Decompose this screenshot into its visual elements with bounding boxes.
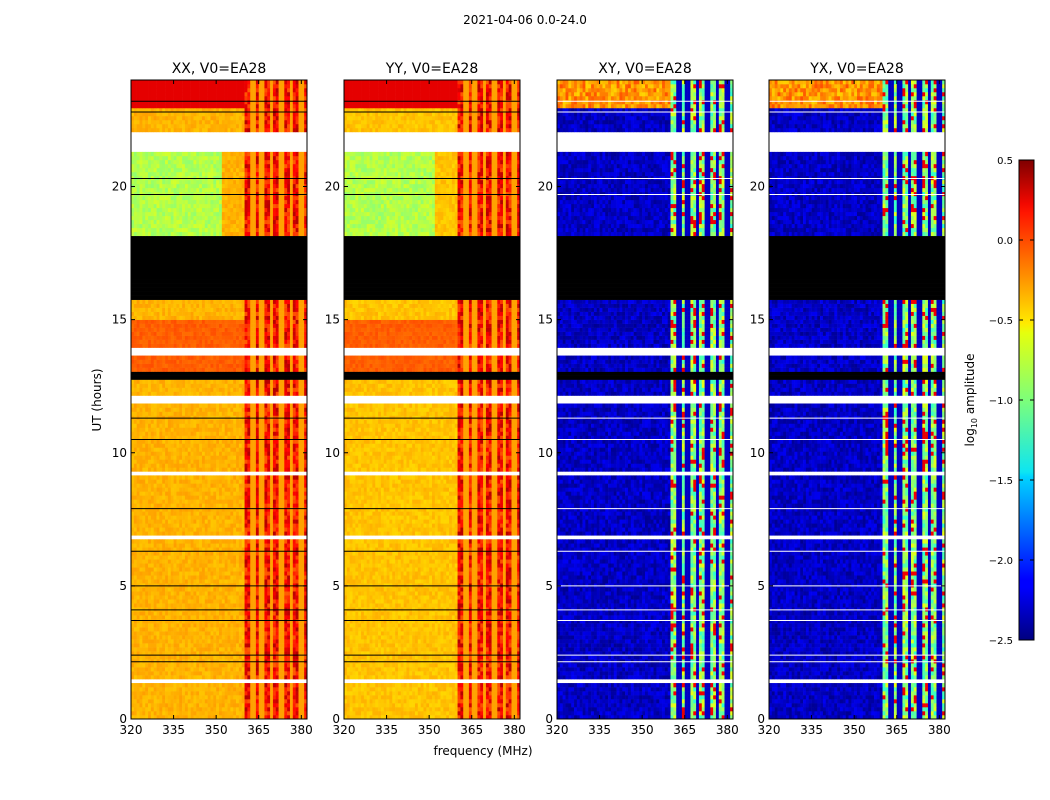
panel-4-frame [768, 79, 946, 720]
x-tick-label: 350 [205, 723, 228, 737]
x-tick-label: 350 [418, 723, 441, 737]
x-tick-label: 335 [588, 723, 611, 737]
y-tick-label: 0 [119, 712, 127, 726]
panel-1-cells [131, 80, 308, 720]
panel-3-title: XY, V0=EA28 [598, 61, 692, 77]
y-tick-label: 20 [538, 180, 553, 194]
panel-1-title: XX, V0=EA28 [172, 61, 267, 77]
panel-1: XX, V0=EA28 320 335 350 365 380 0 5 10 15 20 [112, 61, 313, 737]
y-tick-label: 20 [325, 180, 340, 194]
y-tick-label: 15 [750, 313, 765, 327]
x-tick-label: 335 [375, 723, 398, 737]
panel-3-cells [557, 80, 734, 720]
colorbar-tick-label: −0.5 [989, 316, 1013, 327]
y-tick-label: 5 [332, 579, 340, 593]
x-tick-label: 365 [885, 723, 908, 737]
y-tick-label: 10 [112, 446, 127, 460]
panel-4-title: YX, V0=EA28 [809, 61, 904, 77]
y-tick-label: 20 [112, 180, 127, 194]
y-tick-label: 10 [325, 446, 340, 460]
x-tick-label: 320 [758, 723, 781, 737]
colorbar-tick-label: −1.0 [989, 396, 1013, 407]
panel-1-frame [130, 79, 308, 720]
x-tick-label: 350 [843, 723, 866, 737]
panel-2-cells [344, 80, 521, 720]
x-tick-label: 365 [460, 723, 483, 737]
y-tick-label: 0 [332, 712, 340, 726]
panel-4: YX, V0=EA28 320 335 350 365 380 0 5 10 15 20 [750, 61, 951, 737]
x-tick-label: 365 [247, 723, 270, 737]
colorbar-tick-label: −2.0 [989, 556, 1013, 567]
figure-suptitle: 2021-04-06 0.0-24.0 [0, 13, 1050, 27]
y-tick-label: 5 [119, 579, 127, 593]
y-tick-label: 20 [750, 180, 765, 194]
y-tick-label: 0 [757, 712, 765, 726]
panel-3-frame [556, 79, 734, 720]
colorbar-tick-label: −1.5 [989, 476, 1013, 487]
panel-2-title: YY, V0=EA28 [385, 61, 478, 77]
y-tick-label: 10 [538, 446, 553, 460]
y-tick-label: 5 [545, 579, 553, 593]
x-tick-label: 380 [503, 723, 526, 737]
x-axis-label: frequency (MHz) [433, 744, 532, 758]
y-tick-label: 5 [757, 579, 765, 593]
x-tick-label: 380 [290, 723, 313, 737]
y-tick-label: 0 [545, 712, 553, 726]
y-axis-label: UT (hours) [90, 368, 104, 431]
panel-4-cells [769, 80, 946, 720]
y-tick-label: 15 [538, 313, 553, 327]
y-tick-label: 10 [750, 446, 765, 460]
x-tick-label: 320 [333, 723, 356, 737]
x-tick-label: 380 [716, 723, 739, 737]
x-tick-label: 335 [800, 723, 823, 737]
panel-2: YY, V0=EA28 320 335 350 365 380 0 5 10 15 20 [325, 61, 526, 737]
x-tick-label: 380 [928, 723, 951, 737]
x-tick-label: 335 [162, 723, 185, 737]
panel-2-frame [343, 79, 521, 720]
x-tick-label: 320 [546, 723, 569, 737]
x-tick-label: 320 [120, 723, 143, 737]
y-tick-label: 15 [112, 313, 127, 327]
colorbar-tick-label: −2.5 [989, 636, 1013, 647]
panel-3: XY, V0=EA28 320 335 350 365 380 0 5 10 15 20 [538, 61, 739, 737]
x-tick-label: 350 [631, 723, 654, 737]
colorbar-tick-label: 0.0 [997, 236, 1013, 247]
y-tick-label: 15 [325, 313, 340, 327]
colorbar-tick-label: 0.5 [997, 156, 1013, 167]
x-tick-label: 365 [673, 723, 696, 737]
colorbar-label: log10 amplitude [963, 354, 979, 447]
